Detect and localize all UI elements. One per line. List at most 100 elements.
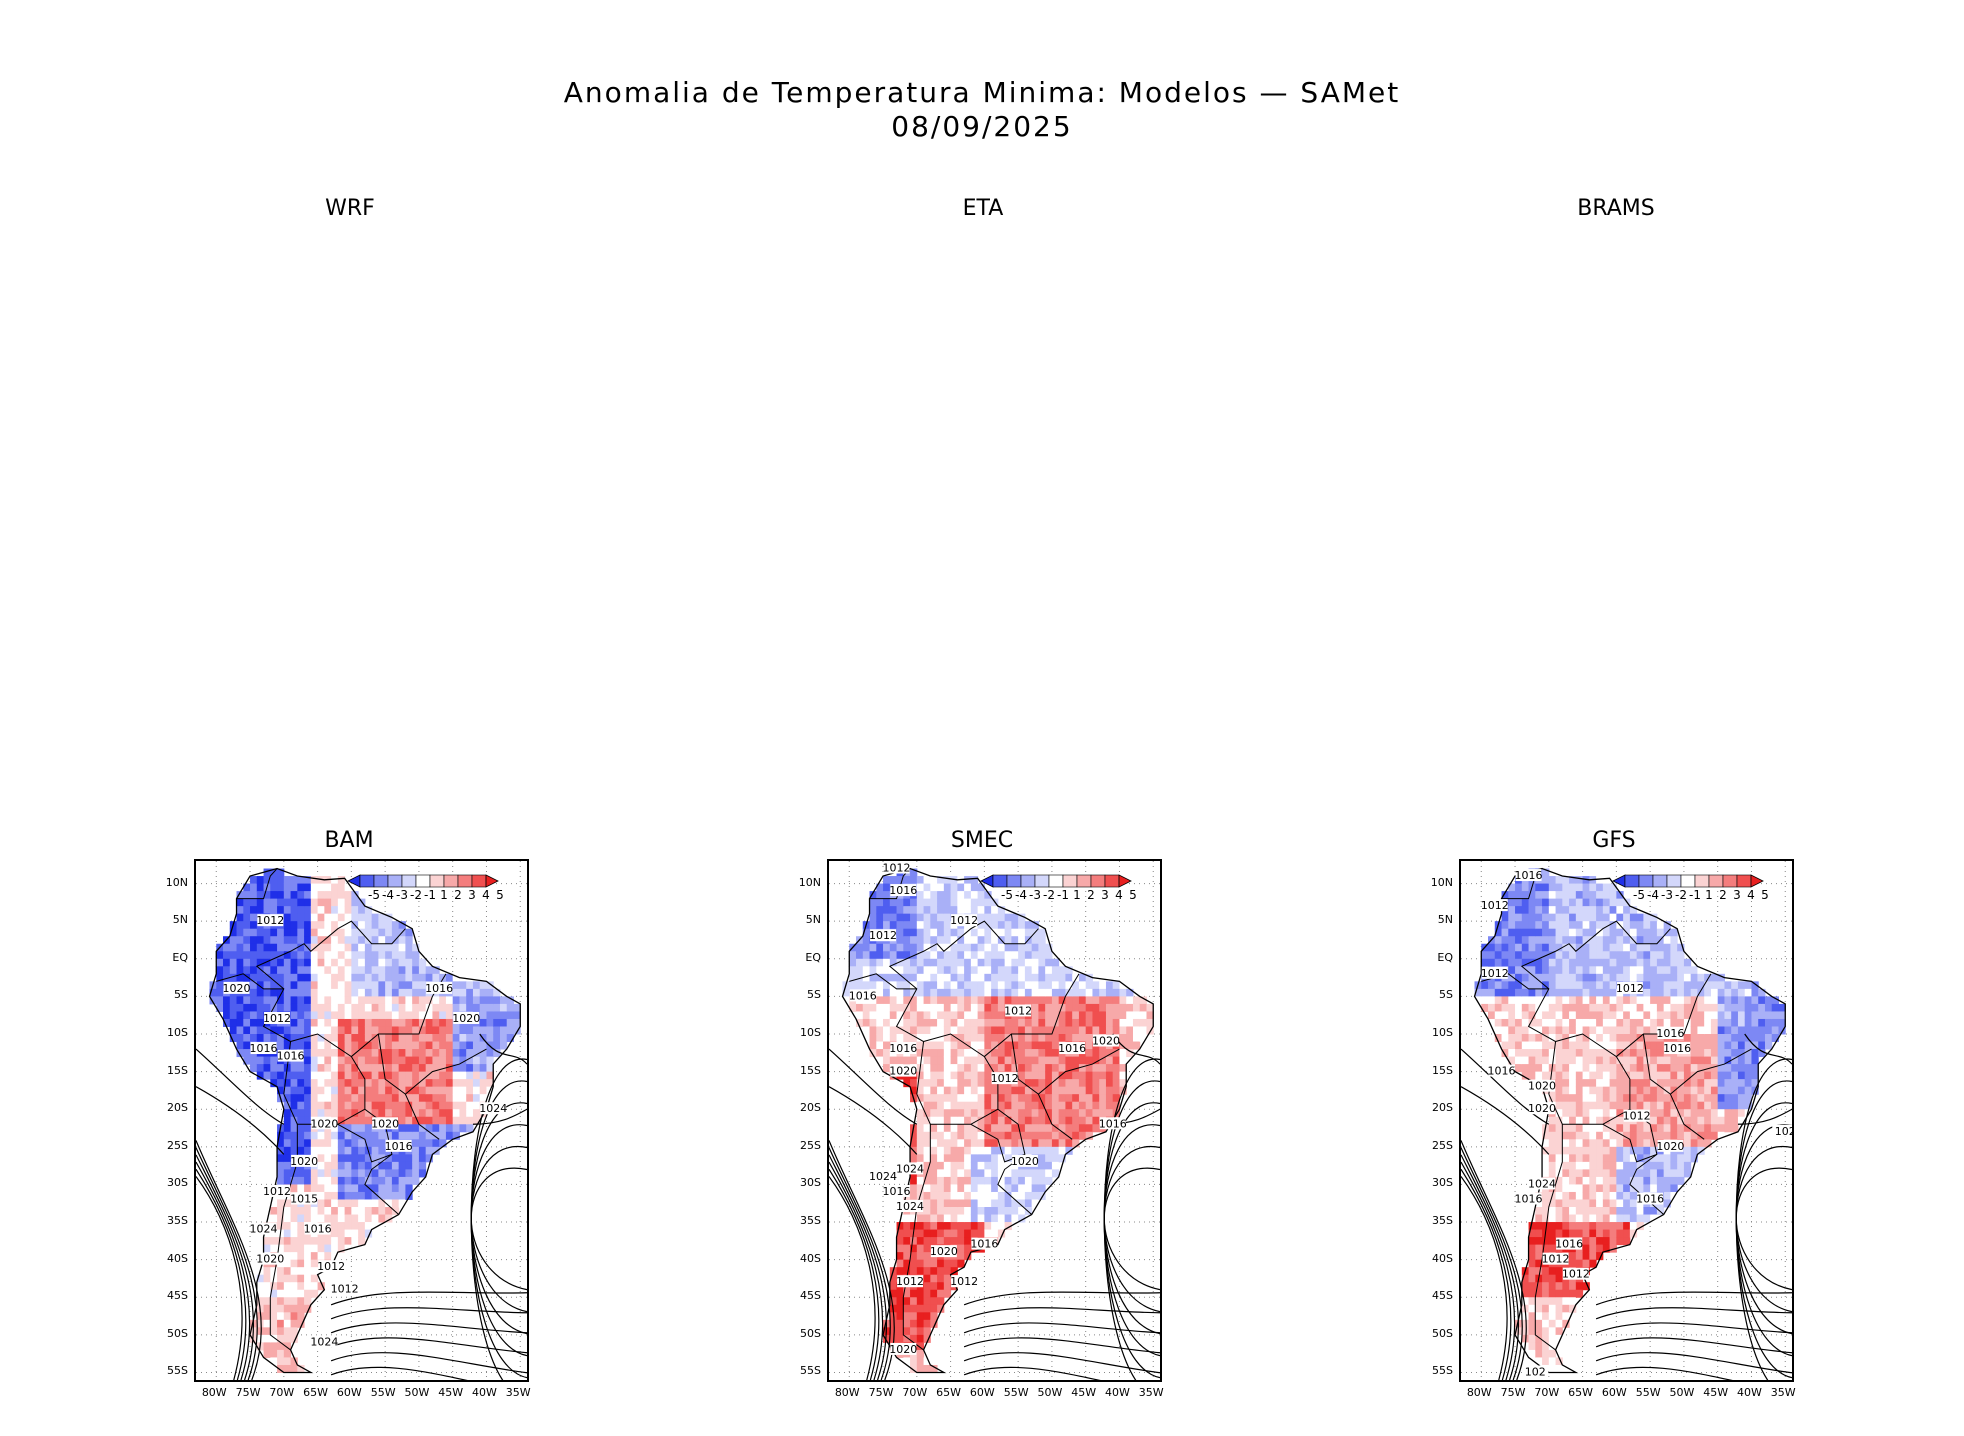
colorbar-label: 4 — [482, 888, 490, 902]
svg-text:1012: 1012 — [869, 929, 897, 942]
colorbar-label: -1 — [1057, 888, 1069, 902]
lat-tick-label: 5N — [1437, 913, 1453, 927]
lon-tick-label: 45W — [1703, 1386, 1729, 1399]
isobar-label: 1024 — [250, 1222, 278, 1236]
svg-text:1020: 1020 — [930, 1245, 958, 1258]
isobar-label: 1020 — [452, 1011, 480, 1025]
svg-text:1024: 1024 — [250, 1223, 278, 1236]
lat-tick-label: 10N — [798, 875, 821, 889]
colorbar-label: -4 — [1647, 888, 1659, 902]
isobar-label: 1012 — [950, 1275, 978, 1288]
lat-tick-label: 25S — [1432, 1138, 1453, 1152]
lat-tick-label: 5S — [1439, 988, 1453, 1002]
isobar-label: 1012 — [1481, 899, 1509, 912]
colorbar-label: -2 — [410, 888, 422, 902]
colorbar-label: -5 — [368, 888, 380, 902]
isobar-label: 1016 — [970, 1237, 998, 1251]
isobar-label: 1012 — [1616, 981, 1644, 995]
country-border — [236, 868, 278, 900]
panel-label-wrf: WRF — [325, 196, 375, 221]
lat-tick-label: 40S — [1432, 1251, 1453, 1265]
lon-tick-label: 75W — [235, 1386, 261, 1399]
country-border — [923, 1033, 1032, 1215]
lat-tick-label: 5N — [172, 913, 188, 927]
colorbar-label: -1 — [424, 888, 436, 902]
map-frame-bam: 1012 1020 1012 1016 1016 1016 1020 1024 1020 1012… — [194, 859, 529, 1382]
svg-text:1012: 1012 — [896, 1275, 924, 1288]
lon-tick-label: 45W — [1071, 1386, 1097, 1399]
isobar-label: 1016 — [1515, 869, 1543, 882]
lat-tick-label: 45S — [800, 1289, 821, 1303]
svg-text:1020: 1020 — [290, 1155, 318, 1168]
lat-tick-label: EQ — [1437, 950, 1453, 964]
isobar-label: 1015 — [290, 1192, 318, 1205]
svg-text:1016: 1016 — [425, 982, 453, 995]
colorbar-label: 5 — [1129, 888, 1137, 902]
country-border — [216, 973, 284, 990]
svg-text:1012: 1012 — [1004, 1004, 1032, 1017]
lat-tick-label: 20S — [1432, 1101, 1453, 1115]
lon-tick-label: 50W — [404, 1386, 430, 1399]
lon-tick-label: 35W — [1770, 1386, 1796, 1399]
isobar-label: 1016 — [1663, 1042, 1691, 1055]
colorbar: -5 -4 -3 -2 -1 1 2 3 4 5 — [347, 874, 504, 902]
country-border — [849, 973, 917, 990]
isobar-label: 1020 — [290, 1154, 318, 1168]
colorbar: -5 -4 -3 -2 -1 1 2 3 4 5 — [1612, 874, 1769, 902]
svg-text:1020: 1020 — [256, 1253, 284, 1266]
isobar-label: 1012 — [883, 861, 911, 875]
lat-tick-label: 5S — [807, 988, 821, 1002]
isobar-label: 1024 — [869, 1169, 897, 1183]
lat-tick-label: 30S — [800, 1176, 821, 1190]
country-border — [1602, 1123, 1658, 1163]
colorbar-label: -4 — [382, 888, 394, 902]
lon-tick-label: 60W — [336, 1386, 362, 1399]
panel-label-gfs: GFS — [1592, 828, 1636, 853]
isobar-label: 1012 — [263, 1184, 291, 1198]
isobar-label: 1016 — [1555, 1237, 1583, 1251]
svg-text:1024: 1024 — [869, 1170, 897, 1183]
colorbar-label: 5 — [1761, 888, 1769, 902]
lat-tick-label: 25S — [800, 1138, 821, 1152]
colorbar-label: 4 — [1115, 888, 1123, 902]
isobar-label: 1012 — [950, 914, 978, 927]
colorbar-label: 1 — [1705, 888, 1713, 902]
lat-tick-label: EQ — [172, 950, 188, 964]
isobar-label: 1020 — [1528, 1079, 1556, 1093]
anomaly-map-gfs: 1016101210121012101610161016102010121020… — [1461, 861, 1792, 1380]
isobar-label: 1020 — [930, 1245, 958, 1258]
anomaly-field — [209, 868, 521, 1373]
svg-text:1016: 1016 — [1058, 1042, 1086, 1055]
country-border — [1037, 1093, 1073, 1140]
lon-tick-label: 65W — [303, 1386, 329, 1399]
colorbar-label: -3 — [1029, 888, 1041, 902]
lon-tick-label: 55W — [1635, 1386, 1661, 1399]
lat-tick-label: 35S — [1432, 1214, 1453, 1228]
svg-text:1012: 1012 — [263, 1012, 291, 1025]
lon-tick-label: 55W — [370, 1386, 396, 1399]
coastline — [208, 867, 521, 1374]
main-title-line2: 08/09/2025 — [891, 110, 1073, 143]
colorbar-label: -3 — [396, 888, 408, 902]
svg-text:1016: 1016 — [970, 1238, 998, 1251]
colorbar-label: -3 — [1661, 888, 1673, 902]
colorbar-label: 3 — [468, 888, 476, 902]
country-border — [888, 920, 1039, 1095]
lon-tick-label: 80W — [834, 1386, 860, 1399]
isobar-label: 1024 — [479, 1102, 507, 1115]
lon-tick-label: 60W — [969, 1386, 995, 1399]
colorbar-label: 3 — [1101, 888, 1109, 902]
lat-tick-label: 15S — [1432, 1063, 1453, 1077]
lat-tick-label: 25S — [167, 1138, 188, 1152]
lon-tick-label: 50W — [1669, 1386, 1695, 1399]
svg-text:1016: 1016 — [250, 1042, 278, 1055]
svg-text:1020: 1020 — [889, 1343, 917, 1356]
lat-tick-label: 45S — [167, 1289, 188, 1303]
lat-tick-label: 30S — [1432, 1176, 1453, 1190]
lon-tick-label: 35W — [505, 1386, 531, 1399]
lon-tick-label: 40W — [1105, 1386, 1130, 1399]
svg-text:1024: 1024 — [896, 1162, 924, 1175]
colorbar-label: -4 — [1015, 888, 1027, 902]
isobar-label: 1024 — [1528, 1177, 1556, 1190]
colorbar-label: 1 — [440, 888, 448, 902]
